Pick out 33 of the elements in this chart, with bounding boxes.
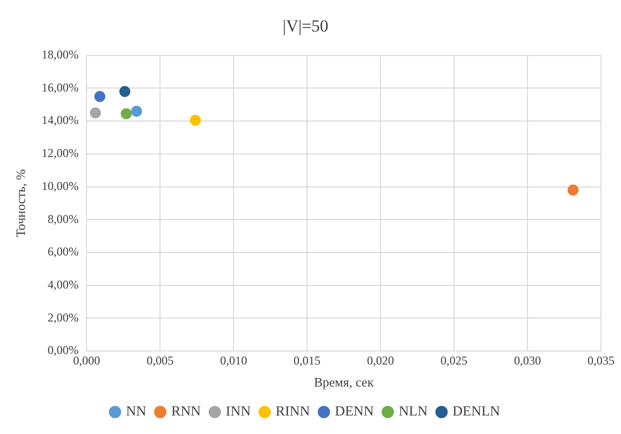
point bbox=[190, 114, 201, 126]
x-tick-label: 0,030 bbox=[514, 353, 542, 368]
x-tick-label: 0,025 bbox=[440, 353, 468, 368]
legend-label: RNN bbox=[171, 404, 201, 420]
point bbox=[120, 108, 132, 120]
y-tick-label: 8,00% bbox=[48, 212, 79, 226]
point bbox=[131, 106, 142, 117]
legend-label: NN bbox=[126, 404, 146, 420]
y-tick-label: 18,00% bbox=[42, 48, 79, 62]
chart-title: |V|=50 bbox=[282, 16, 328, 36]
point bbox=[568, 184, 579, 196]
x-tick-label: 0,020 bbox=[367, 353, 394, 368]
x-tick-label: 0,035 bbox=[588, 353, 614, 368]
x-tick-label: 0,005 bbox=[146, 353, 174, 368]
legend-label: NLN bbox=[398, 404, 428, 420]
legend-label: DENLN bbox=[452, 404, 500, 420]
point bbox=[119, 86, 130, 98]
point bbox=[94, 90, 106, 102]
y-tick-label: 4,00% bbox=[48, 277, 79, 292]
y-tick-label: 2,00% bbox=[48, 310, 79, 324]
x-axis-title: Время, сек bbox=[314, 374, 374, 390]
legend-label: INN bbox=[226, 404, 251, 420]
y-tick-label: 6,00% bbox=[48, 244, 79, 259]
x-tick-label: 0,010 bbox=[220, 353, 248, 368]
y-axis-title: Точность, % bbox=[13, 168, 28, 238]
point bbox=[90, 107, 101, 118]
legend-label: RINN bbox=[276, 404, 310, 420]
y-tick-label: 14,00% bbox=[42, 113, 79, 128]
legend-label: DENN bbox=[334, 404, 374, 420]
y-tick-label: 12,00% bbox=[42, 146, 79, 160]
y-tick-label: 10,00% bbox=[42, 178, 79, 193]
x-tick-label: 0,015 bbox=[294, 353, 321, 368]
y-tick-label: 16,00% bbox=[42, 80, 79, 94]
